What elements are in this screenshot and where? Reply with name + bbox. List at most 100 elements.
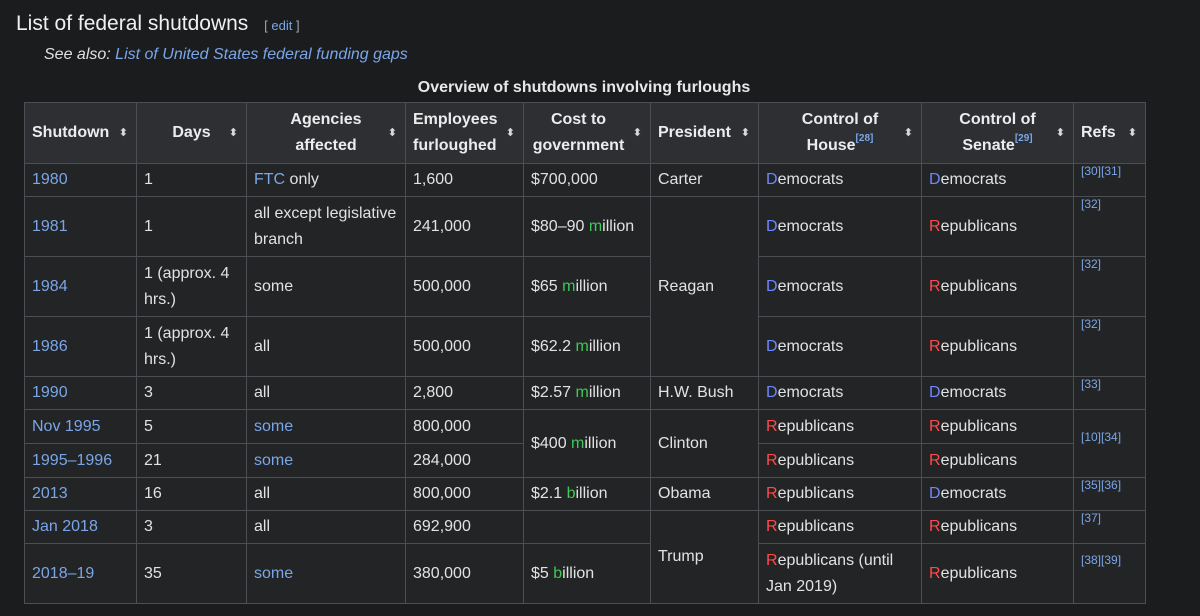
col-days[interactable]: Days ⬍ — [136, 102, 247, 164]
party-rest: epublicans — [940, 417, 1018, 435]
header-row: Shutdown ⬍ Days ⬍ Agencies affected ⬍ Employ… — [24, 102, 1146, 164]
cost-unit-rest: illion — [575, 277, 608, 295]
party-initial: D — [766, 337, 778, 355]
shutdown-link[interactable]: 1980 — [32, 171, 68, 188]
edit-section: [ edit ] — [264, 18, 300, 33]
party-rest: epublicans — [940, 337, 1018, 355]
refs-cell: [32] — [1073, 196, 1146, 257]
shutdown-link[interactable]: 1990 — [32, 384, 68, 401]
col-president-label: President — [658, 124, 731, 141]
table-row: 1984 1 (approx. 4 hrs.) some 500,000 $65… — [24, 256, 1146, 317]
shutdown-link[interactable]: 1984 — [32, 277, 68, 295]
col-employees[interactable]: Employees furloughed ⬍ — [405, 102, 524, 164]
party-initial: D — [929, 485, 941, 502]
party-rest: emocrats — [940, 171, 1007, 188]
party-rest: epublicans — [940, 217, 1018, 235]
sort-icon[interactable]: ⬍ — [387, 127, 397, 139]
ref-link[interactable]: [10][34] — [1081, 429, 1122, 444]
shutdown-link[interactable]: 1981 — [32, 217, 68, 235]
table-caption: Overview of shutdowns involving furlough… — [417, 79, 751, 96]
agency-link[interactable]: some — [254, 564, 294, 582]
agency-link[interactable]: some — [254, 417, 294, 435]
cost-unit-rest: illion — [588, 384, 621, 401]
agency-link[interactable]: some — [254, 451, 294, 469]
employees-cell: 380,000 — [405, 543, 524, 604]
col-cost[interactable]: Cost to government ⬍ — [523, 102, 651, 164]
senate-cell: Republicans — [921, 510, 1074, 544]
ref-link[interactable]: [32] — [1081, 317, 1102, 331]
col-house[interactable]: Control of House[28] ⬍ — [758, 102, 922, 164]
ref-link[interactable]: [37] — [1081, 511, 1102, 525]
shutdown-link[interactable]: 1986 — [32, 337, 68, 355]
col-house-label-1: Control of — [801, 111, 879, 128]
see-also-link[interactable]: List of United States federal funding ga… — [115, 46, 408, 63]
party-initial: R — [929, 564, 941, 582]
sort-icon[interactable]: ⬍ — [118, 127, 128, 139]
col-senate[interactable]: Control of Senate[29] ⬍ — [921, 102, 1074, 164]
refs-cell: [38][39] — [1073, 543, 1146, 604]
ref-link[interactable]: [30][31] — [1081, 164, 1122, 178]
shutdown-link[interactable]: 2018–19 — [32, 564, 95, 582]
table-row: 2013 16 all 800,000 $2.1 billion Obama R… — [24, 477, 1146, 511]
shutdown-link[interactable]: 1995–1996 — [32, 451, 113, 469]
cost-unit-rest: illion — [602, 217, 635, 235]
house-cell: Democrats — [758, 163, 922, 197]
ref-link[interactable]: [33] — [1081, 377, 1102, 391]
senate-ref[interactable]: [29] — [1014, 133, 1033, 144]
cost-amount: $80–90 — [531, 217, 589, 235]
house-cell: Republicans — [758, 477, 922, 511]
party-initial: D — [766, 384, 778, 401]
col-refs[interactable]: Refs ⬍ — [1073, 102, 1146, 164]
cost-amount: $5 — [531, 564, 554, 582]
party-initial: D — [766, 217, 778, 235]
house-ref[interactable]: [28] — [855, 133, 874, 144]
shutdown-link[interactable]: 2013 — [32, 485, 68, 502]
party-rest: epublicans — [940, 451, 1018, 469]
col-president[interactable]: President ⬍ — [650, 102, 759, 164]
col-days-label: Days — [172, 124, 211, 141]
party-initial: R — [766, 417, 778, 435]
shutdown-link[interactable]: Jan 2018 — [32, 518, 98, 535]
party-rest: emocrats — [940, 384, 1007, 401]
col-senate-label-2: Senate — [962, 137, 1015, 154]
cost-amount: $65 — [531, 277, 563, 295]
agencies-cell: all — [246, 316, 406, 377]
employees-cell: 800,000 — [405, 477, 524, 511]
agencies-cell: all — [246, 376, 406, 410]
ref-link[interactable]: [35][36] — [1081, 478, 1122, 492]
sort-icon[interactable]: ⬍ — [1055, 127, 1065, 139]
party-rest: emocrats — [777, 337, 844, 355]
agency-link[interactable]: FTC — [254, 171, 286, 188]
sort-icon[interactable]: ⬍ — [1127, 127, 1137, 139]
ref-link[interactable]: [32] — [1081, 257, 1102, 271]
table-row: 1995–1996 21 some 284,000 Republicans Re… — [24, 443, 1146, 478]
sort-icon[interactable]: ⬍ — [228, 127, 238, 139]
see-also: See also: List of United States federal … — [44, 46, 408, 64]
sort-icon[interactable]: ⬍ — [632, 127, 642, 139]
section-heading: List of federal shutdowns [ edit ] — [16, 12, 300, 36]
sort-icon[interactable]: ⬍ — [740, 127, 750, 139]
party-initial: R — [766, 551, 778, 569]
ref-link[interactable]: [32] — [1081, 197, 1102, 211]
ref-link[interactable]: [38][39] — [1081, 553, 1122, 567]
employees-cell: 800,000 — [405, 409, 524, 444]
table-row: Nov 1995 5 some 800,000 $400 million Cli… — [24, 409, 1146, 478]
employees-cell: 284,000 — [405, 443, 524, 478]
shutdown-link[interactable]: Nov 1995 — [32, 417, 101, 435]
days-cell: 1 — [136, 196, 247, 257]
agencies-cell: all — [246, 510, 406, 544]
col-agencies[interactable]: Agencies affected ⬍ — [246, 102, 406, 164]
refs-cell: [32] — [1073, 316, 1146, 377]
senate-cell: Republicans — [921, 316, 1074, 377]
sort-icon[interactable]: ⬍ — [903, 127, 913, 139]
edit-link[interactable]: edit — [271, 18, 293, 33]
agencies-cell: some — [246, 443, 406, 478]
party-initial: D — [766, 277, 778, 295]
sort-icon[interactable]: ⬍ — [505, 127, 515, 139]
party-rest: emocrats — [777, 384, 844, 401]
cost-amount: $400 — [531, 434, 572, 452]
party-rest: epublicans — [940, 564, 1018, 582]
senate-cell: Republicans — [921, 543, 1074, 604]
col-shutdown[interactable]: Shutdown ⬍ — [24, 102, 137, 164]
cost-unit-initial: m — [575, 384, 589, 401]
